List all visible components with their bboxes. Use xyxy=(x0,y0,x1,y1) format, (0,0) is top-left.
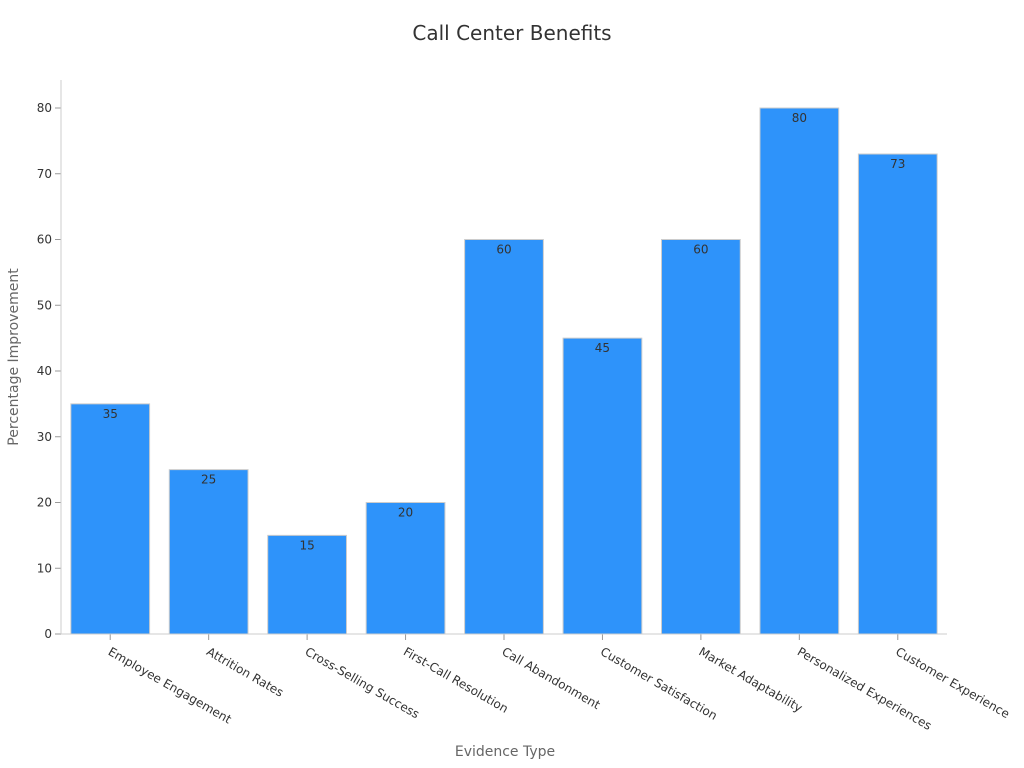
bar-value-label: 20 xyxy=(398,506,413,520)
bar-value-label: 35 xyxy=(103,407,118,421)
bar xyxy=(857,153,938,635)
y-tick-label: 0 xyxy=(44,627,52,641)
y-tick-label: 50 xyxy=(37,298,52,312)
bar xyxy=(464,239,544,635)
x-axis-title: Evidence Type xyxy=(455,744,555,760)
bar xyxy=(267,534,347,635)
bar xyxy=(365,502,446,635)
bar-value-label: 45 xyxy=(595,341,610,355)
y-tick-label: 60 xyxy=(37,233,52,247)
y-tick-label: 30 xyxy=(37,430,52,444)
y-axis-title: Percentage Improvement xyxy=(6,268,22,446)
bar xyxy=(168,469,249,635)
bar-value-label: 60 xyxy=(496,243,511,257)
bar-value-label: 15 xyxy=(299,538,314,552)
bar xyxy=(70,403,151,635)
data-labels-group: 35 25 15 20 60 45 60 80 73 xyxy=(103,111,906,552)
y-tick-label: 10 xyxy=(37,561,52,575)
bar xyxy=(759,107,840,635)
bar-value-label: 73 xyxy=(890,157,905,171)
y-tick-label: 80 xyxy=(37,101,52,115)
x-tick-label: First-Call Resolution xyxy=(401,644,511,715)
y-tick-label: 40 xyxy=(37,364,52,378)
bar-value-label: 25 xyxy=(201,473,216,487)
y-tick-label: 70 xyxy=(37,167,52,181)
x-tick-label: Attrition Rates xyxy=(204,644,286,699)
bars-group xyxy=(70,107,938,635)
y-axis: 0 10 20 30 40 50 60 70 80 xyxy=(37,101,61,641)
bar xyxy=(661,239,741,635)
y-tick-label: 20 xyxy=(37,496,52,510)
x-tick-label: Call Abandonment xyxy=(500,644,603,712)
bar-value-label: 60 xyxy=(693,243,708,257)
bar xyxy=(562,337,643,635)
bar-value-label: 80 xyxy=(792,111,807,125)
x-tick-label: Market Adaptability xyxy=(696,644,804,715)
chart-title: Call Center Benefits xyxy=(412,21,611,45)
